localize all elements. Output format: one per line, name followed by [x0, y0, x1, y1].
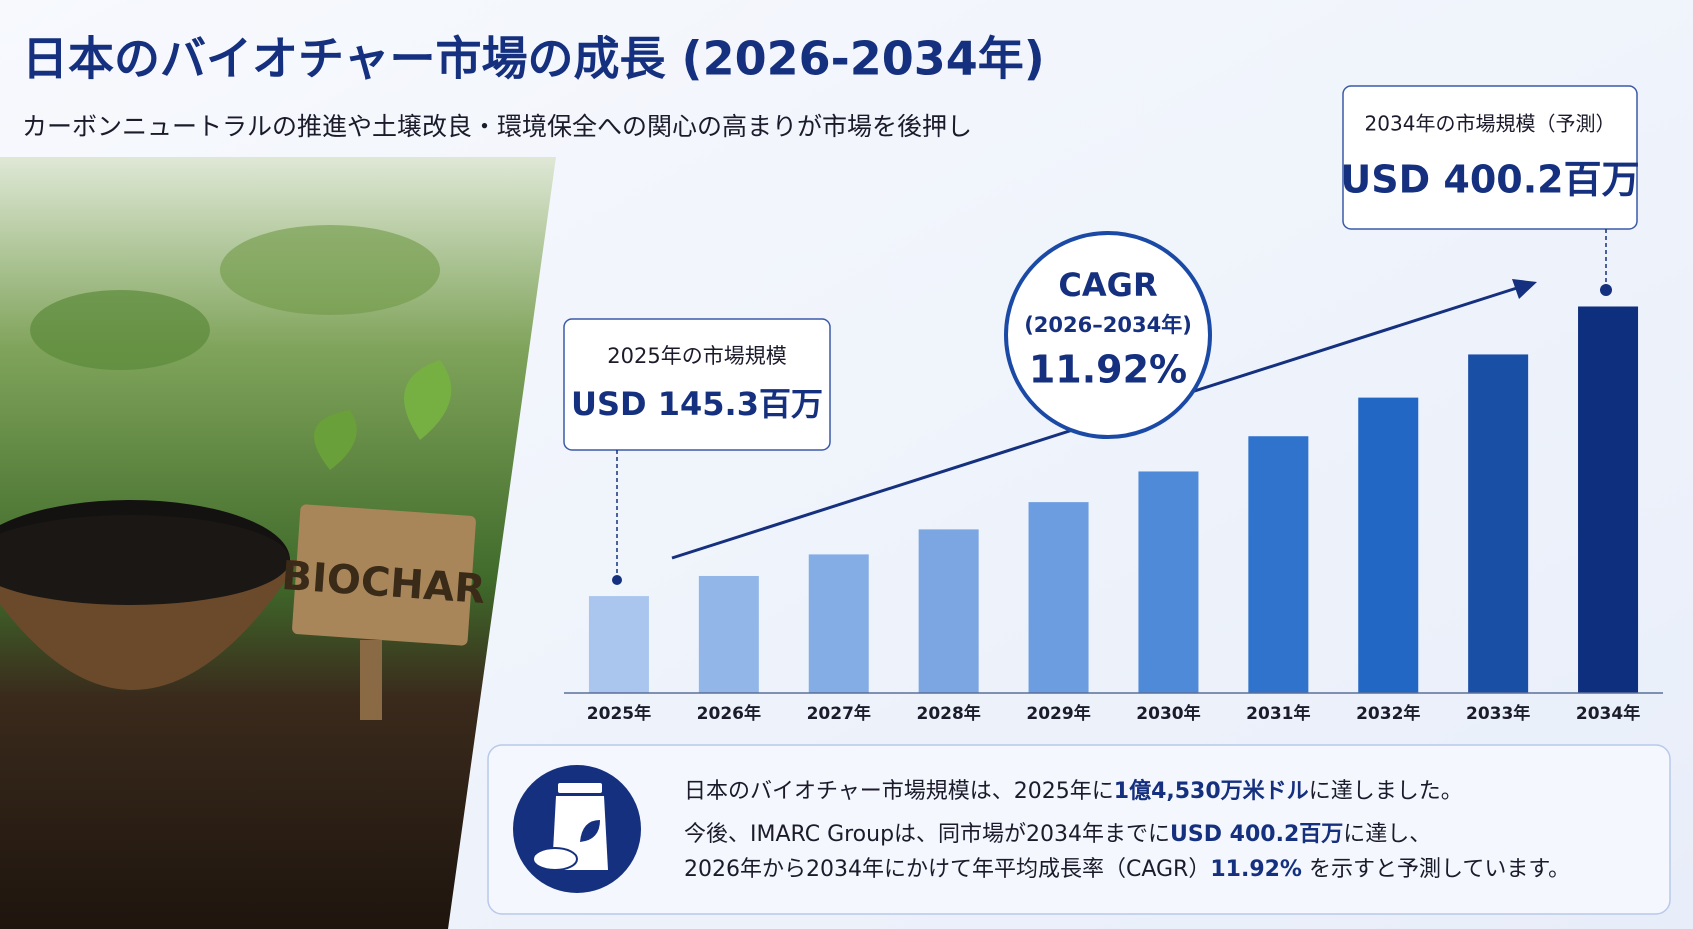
- summary-text: 日本のバイオチャー市場規模は、2025年に1億4,530万米ドルに達しました。今…: [684, 778, 1570, 882]
- bag-icon: [532, 783, 608, 871]
- summary-segment: 今後、IMARC Groupは、同市場が2034年までに: [684, 822, 1170, 847]
- x-tick-label: 2030年: [1136, 703, 1200, 724]
- bar: [1578, 306, 1639, 693]
- bar: [1138, 471, 1199, 693]
- bar: [1248, 436, 1309, 693]
- x-tick-label: 2034年: [1576, 703, 1640, 724]
- callout-label: 2034年の市場規模（予測）: [1365, 112, 1616, 136]
- summary-panel: [487, 744, 1671, 915]
- summary-segment: 2026年から2034年にかけて年平均成長率（CAGR）: [684, 857, 1210, 882]
- x-tick-label: 2025年: [587, 703, 651, 724]
- bar-chart: 2025年 2026年 2027年 2028年 2029年 2030年 2031年 2032年…: [564, 306, 1663, 724]
- summary-segment: 1億4,530万米ドル: [1114, 778, 1309, 804]
- cagr-value: 11.92%: [1029, 348, 1187, 392]
- bar: [808, 554, 869, 693]
- callout-label: 2025年の市場規模: [607, 344, 786, 368]
- bar: [918, 529, 979, 693]
- callout-value: USD 400.2百万: [1340, 158, 1639, 202]
- callout-box: [1342, 85, 1638, 230]
- arrow-head: [1512, 279, 1537, 299]
- bar: [1468, 354, 1529, 693]
- x-tick-label: 2032年: [1356, 703, 1420, 724]
- summary-segment: 日本のバイオチャー市場規模は、2025年に: [684, 779, 1114, 804]
- bar: [1028, 502, 1089, 693]
- cagr-circle: [1004, 231, 1212, 439]
- title: 日本のバイオチャー市場の成長 (2026-2034年): [22, 32, 1045, 86]
- x-tick-label: 2026年: [697, 703, 761, 724]
- summary-segment: に達しました。: [1309, 779, 1463, 804]
- bar: [588, 596, 649, 693]
- summary-segment: を示すと予測しています。: [1302, 857, 1570, 882]
- callout-box: [563, 318, 831, 451]
- callout-dot: [1600, 284, 1612, 296]
- callout-value: USD 145.3百万: [571, 385, 823, 423]
- photo: BIOCHAR: [0, 157, 556, 929]
- summary-segment: USD 400.2百万: [1170, 822, 1343, 847]
- summary-segment: 11.92%: [1210, 857, 1302, 882]
- x-tick-label: 2031年: [1246, 703, 1310, 724]
- bar: [698, 575, 759, 693]
- x-tick-label: 2029年: [1026, 703, 1090, 724]
- subtitle: カーボンニュートラルの推進や土壌改良・環境保全への関心の高まりが市場を後押し: [22, 112, 972, 141]
- summary-segment: に達し、: [1343, 822, 1431, 847]
- x-tick-label: 2028年: [916, 703, 980, 724]
- x-tick-label: 2027年: [807, 703, 871, 724]
- bar: [1358, 397, 1419, 693]
- x-tick-label: 2033年: [1466, 703, 1530, 724]
- cagr-period: (2026–2034年): [1024, 313, 1192, 337]
- callout-dot: [612, 575, 622, 585]
- cagr-label: CAGR: [1058, 266, 1157, 304]
